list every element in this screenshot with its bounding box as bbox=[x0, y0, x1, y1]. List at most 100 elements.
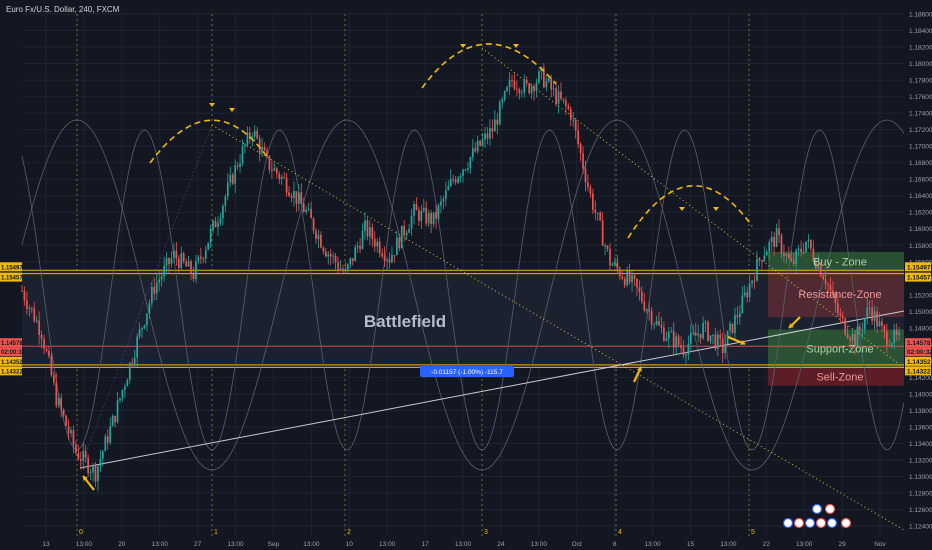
event-icon[interactable] bbox=[804, 517, 816, 529]
event-icon[interactable] bbox=[793, 517, 805, 529]
event-icon[interactable] bbox=[782, 517, 794, 529]
event-icon[interactable] bbox=[824, 503, 836, 515]
candle-body bbox=[163, 265, 165, 277]
candle-body bbox=[244, 144, 246, 147]
candle-body bbox=[861, 329, 864, 331]
candle-body bbox=[199, 256, 202, 259]
candle-body bbox=[631, 275, 633, 283]
candle-body bbox=[403, 225, 406, 236]
candle-body bbox=[94, 465, 97, 482]
time-tick-label: 13:00 bbox=[455, 541, 472, 548]
candle-body bbox=[92, 465, 94, 473]
candle-body bbox=[574, 119, 577, 131]
time-tick-label: Sep bbox=[268, 541, 280, 548]
candle-body bbox=[45, 348, 48, 351]
price-tick-label: 1.17400 bbox=[909, 111, 932, 118]
event-icon[interactable] bbox=[826, 517, 838, 529]
candle-body bbox=[454, 179, 457, 183]
price-tag-bg bbox=[905, 272, 931, 282]
candle-body bbox=[829, 284, 832, 291]
cycle-number: 4 bbox=[618, 529, 622, 536]
time-tick-label: Nov bbox=[874, 541, 886, 548]
candle-body bbox=[209, 229, 212, 243]
candle-body bbox=[214, 220, 217, 228]
candle-body bbox=[555, 88, 557, 104]
candle-body bbox=[773, 236, 776, 247]
candle-body bbox=[222, 205, 224, 219]
candle-body bbox=[591, 193, 594, 210]
event-icon[interactable] bbox=[815, 517, 827, 529]
candle-body bbox=[190, 261, 192, 274]
time-tick-label: 13:00 bbox=[303, 541, 320, 548]
candle-body bbox=[234, 165, 237, 184]
candle-body bbox=[895, 330, 898, 336]
candle-body bbox=[369, 227, 371, 237]
candle-body bbox=[175, 250, 178, 259]
candle-body bbox=[511, 79, 513, 81]
candle-body bbox=[43, 338, 45, 349]
candle-body bbox=[349, 258, 352, 265]
cycle-wave-b bbox=[21, 129, 905, 451]
candle-body bbox=[584, 168, 587, 183]
time-axis-bg bbox=[0, 536, 904, 550]
top-arc bbox=[421, 43, 557, 89]
price-tick-label: 1.12400 bbox=[909, 524, 932, 531]
candle-body bbox=[491, 128, 494, 132]
candle-body bbox=[131, 362, 134, 364]
candle-body bbox=[224, 196, 227, 206]
cycle-number: 0 bbox=[79, 529, 83, 536]
event-icon[interactable] bbox=[840, 517, 852, 529]
candle-body bbox=[516, 88, 518, 90]
candle-body bbox=[704, 322, 707, 324]
candle-body bbox=[356, 245, 359, 248]
candle-body bbox=[346, 264, 349, 270]
price-tick-label: 1.16200 bbox=[909, 210, 932, 217]
event-icons[interactable] bbox=[782, 503, 852, 529]
pointer-arrows bbox=[82, 316, 801, 491]
candle-body bbox=[476, 140, 479, 152]
candle-body bbox=[271, 169, 273, 171]
candle-body bbox=[854, 333, 856, 347]
candle-body bbox=[572, 119, 575, 121]
candle-body bbox=[332, 255, 335, 257]
candle-body bbox=[792, 260, 795, 264]
candle-body bbox=[851, 333, 854, 341]
candle-body bbox=[373, 238, 376, 247]
candle-body bbox=[317, 234, 320, 239]
candle-body bbox=[596, 212, 599, 214]
candle-body bbox=[391, 254, 393, 263]
candle-body bbox=[682, 347, 685, 356]
candle-body bbox=[469, 157, 472, 168]
battlefield-label: Battlefield bbox=[364, 312, 446, 331]
candle-body bbox=[435, 212, 437, 219]
candle-body bbox=[687, 343, 690, 355]
candle-body bbox=[386, 259, 388, 261]
price-tag-bg bbox=[905, 347, 931, 357]
battlefield-band bbox=[22, 270, 904, 368]
time-axis[interactable]: 13 13:00 20 13:00 27 13:00 Sep 13:00 10 13:00 17 13… bbox=[0, 536, 904, 550]
time-tick-label: 13:00 bbox=[227, 541, 244, 548]
candle-body bbox=[538, 71, 540, 83]
time-tick-label: 8 bbox=[613, 541, 617, 548]
candle-body bbox=[638, 287, 641, 292]
candle-body bbox=[266, 150, 268, 156]
candle-body bbox=[329, 254, 332, 257]
candle-body bbox=[628, 270, 631, 283]
symbol-title: Euro Fx/U.S. Dollar, 240, FXCM bbox=[6, 5, 120, 14]
price-tag: 1.14322 bbox=[907, 368, 931, 375]
candle-body bbox=[780, 235, 783, 254]
candle-body bbox=[883, 325, 886, 332]
candle-body bbox=[484, 133, 486, 140]
zone-box bbox=[768, 251, 904, 271]
candle-body bbox=[35, 320, 38, 322]
candle-body bbox=[525, 79, 528, 84]
candle-body bbox=[765, 251, 768, 256]
candle-body bbox=[116, 400, 119, 423]
event-icon[interactable] bbox=[811, 503, 823, 515]
candle-body bbox=[832, 290, 834, 293]
candle-body bbox=[741, 295, 744, 314]
candle-body bbox=[38, 320, 41, 336]
fib-line bbox=[79, 124, 213, 469]
